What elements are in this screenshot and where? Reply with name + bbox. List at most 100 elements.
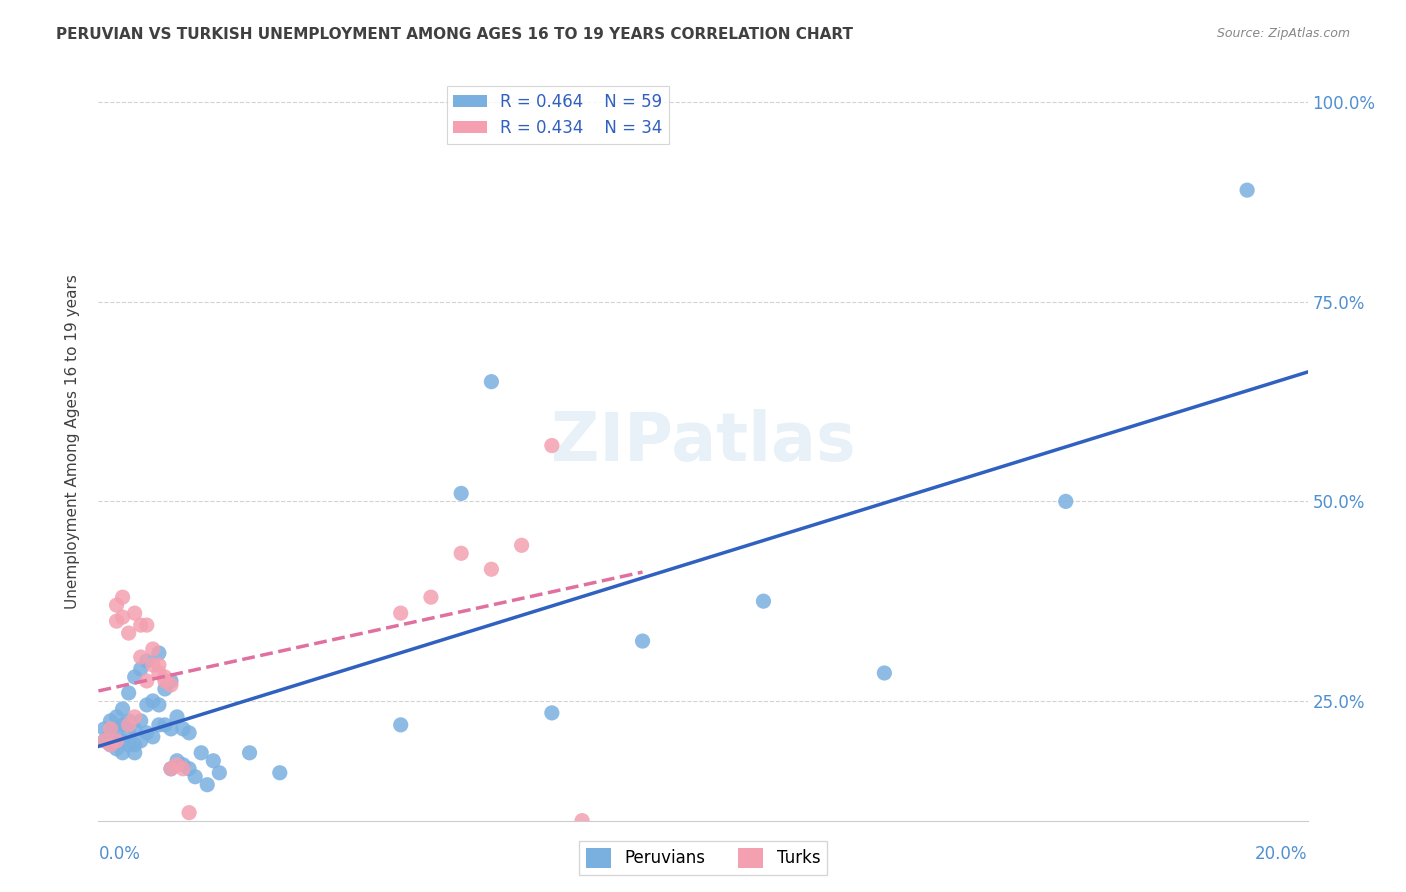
- Point: [105, 722, 128, 736]
- Text: ZIPatlas: ZIPatlas: [551, 409, 855, 475]
- Point: [179, 726, 201, 740]
- Point: [105, 598, 128, 612]
- Point: [239, 746, 262, 760]
- Point: [111, 590, 134, 604]
- Point: [153, 673, 176, 688]
- Point: [135, 618, 157, 632]
- Legend: Peruvians, Turks: Peruvians, Turks: [579, 841, 827, 875]
- Point: [100, 722, 122, 736]
- Point: [118, 726, 141, 740]
- Point: [752, 594, 775, 608]
- Text: Source: ZipAtlas.com: Source: ZipAtlas.com: [1216, 27, 1350, 40]
- Point: [135, 654, 157, 668]
- Point: [153, 670, 176, 684]
- Point: [160, 678, 183, 692]
- Point: [148, 698, 170, 712]
- Point: [208, 765, 231, 780]
- Point: [195, 778, 218, 792]
- Point: [124, 606, 146, 620]
- Point: [153, 681, 176, 696]
- Point: [571, 814, 593, 828]
- Point: [1054, 494, 1077, 508]
- Point: [105, 741, 128, 756]
- Point: [148, 658, 170, 673]
- Point: [111, 610, 134, 624]
- Point: [124, 746, 146, 760]
- Point: [142, 694, 165, 708]
- Point: [166, 754, 188, 768]
- Point: [105, 614, 128, 628]
- Point: [631, 634, 654, 648]
- Point: [118, 714, 141, 728]
- Point: [179, 762, 201, 776]
- Point: [160, 673, 183, 688]
- Point: [124, 670, 146, 684]
- Point: [269, 765, 291, 780]
- Point: [148, 665, 170, 680]
- Point: [111, 718, 134, 732]
- Point: [124, 710, 146, 724]
- Point: [160, 762, 183, 776]
- Point: [129, 734, 152, 748]
- Point: [100, 738, 122, 752]
- Point: [93, 734, 115, 748]
- Point: [160, 762, 183, 776]
- Point: [129, 650, 152, 665]
- Point: [179, 805, 201, 820]
- Point: [1236, 183, 1258, 197]
- Point: [389, 606, 412, 620]
- Point: [142, 658, 165, 673]
- Point: [129, 662, 152, 676]
- Point: [111, 734, 134, 748]
- Point: [481, 562, 503, 576]
- Point: [118, 718, 141, 732]
- Point: [129, 618, 152, 632]
- Point: [148, 718, 170, 732]
- Point: [450, 546, 472, 560]
- Point: [124, 722, 146, 736]
- Point: [100, 714, 122, 728]
- Point: [166, 710, 188, 724]
- Point: [142, 642, 165, 657]
- Point: [105, 710, 128, 724]
- Point: [153, 718, 176, 732]
- Point: [389, 718, 412, 732]
- Point: [129, 714, 152, 728]
- Point: [540, 706, 562, 720]
- Point: [111, 702, 134, 716]
- Point: [160, 722, 183, 736]
- Point: [420, 590, 443, 604]
- Legend: R = 0.464    N = 59, R = 0.434    N = 34: R = 0.464 N = 59, R = 0.434 N = 34: [447, 86, 669, 144]
- Point: [93, 722, 115, 736]
- Point: [510, 538, 533, 552]
- Point: [166, 757, 188, 772]
- Point: [100, 726, 122, 740]
- Point: [190, 746, 212, 760]
- Point: [873, 665, 896, 680]
- Point: [93, 734, 115, 748]
- Point: [148, 646, 170, 660]
- Point: [100, 738, 122, 752]
- Point: [540, 438, 562, 452]
- Text: 0.0%: 0.0%: [98, 845, 141, 863]
- Point: [172, 757, 194, 772]
- Point: [450, 486, 472, 500]
- Point: [111, 746, 134, 760]
- Point: [118, 686, 141, 700]
- Point: [135, 698, 157, 712]
- Point: [118, 626, 141, 640]
- Point: [105, 734, 128, 748]
- Point: [184, 770, 207, 784]
- Point: [481, 375, 503, 389]
- Point: [172, 722, 194, 736]
- Y-axis label: Unemployment Among Ages 16 to 19 years: Unemployment Among Ages 16 to 19 years: [65, 274, 80, 609]
- Point: [135, 726, 157, 740]
- Point: [142, 730, 165, 744]
- Point: [202, 754, 225, 768]
- Point: [135, 673, 157, 688]
- Point: [124, 738, 146, 752]
- Text: PERUVIAN VS TURKISH UNEMPLOYMENT AMONG AGES 16 TO 19 YEARS CORRELATION CHART: PERUVIAN VS TURKISH UNEMPLOYMENT AMONG A…: [56, 27, 853, 42]
- Text: 20.0%: 20.0%: [1256, 845, 1308, 863]
- Point: [105, 734, 128, 748]
- Point: [172, 762, 194, 776]
